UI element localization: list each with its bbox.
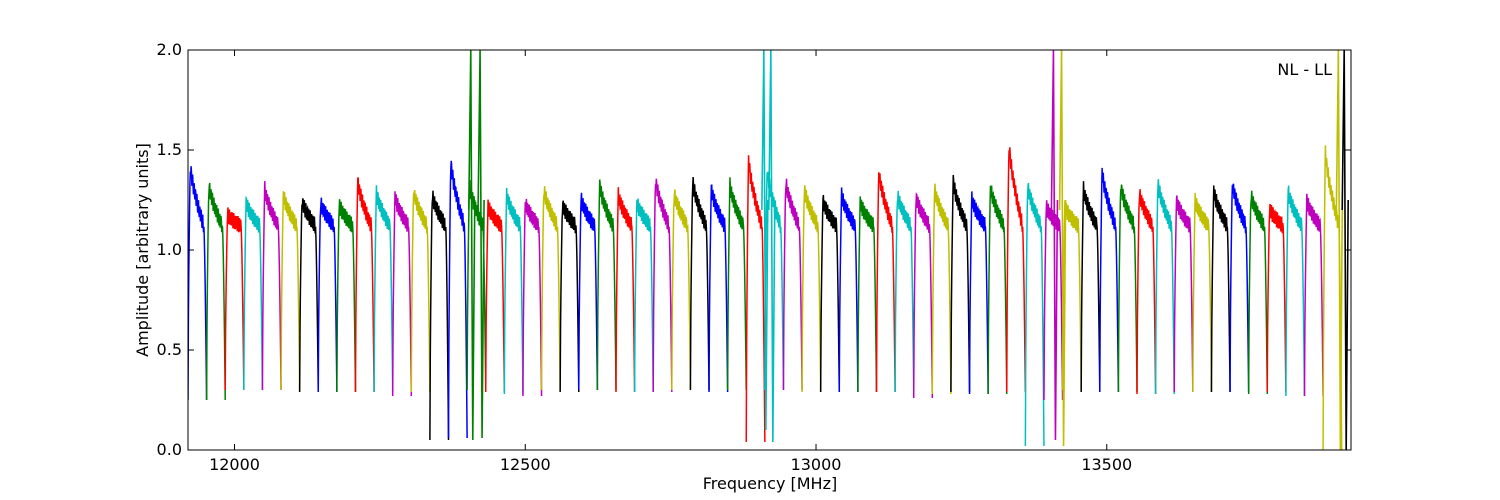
channel-trace — [671, 189, 692, 391]
channel-trace — [689, 176, 710, 391]
channel-trace — [410, 189, 431, 393]
channel-trace — [559, 200, 580, 393]
channel-trace — [298, 198, 320, 393]
rfi-spike — [768, 50, 776, 443]
rfi-spike — [761, 50, 769, 431]
channel-trace — [633, 198, 654, 393]
channel-trace — [1006, 147, 1027, 393]
rfi-spike — [1058, 50, 1067, 447]
channel-trace — [708, 184, 729, 393]
channel-trace — [652, 178, 673, 393]
channel-trace — [447, 160, 468, 439]
channel-trace — [1024, 182, 1045, 447]
channel-trace — [224, 207, 245, 391]
chart-annotation: NL - LL — [1277, 60, 1332, 79]
channel-trace — [968, 191, 989, 395]
y-axis-ticks: 0.0 0.5 1.0 1.5 2.0 — [157, 40, 1351, 459]
channel-trace — [503, 187, 524, 395]
channel-trace — [782, 178, 803, 391]
channel-trace — [336, 199, 357, 393]
y-axis-label: Amplitude [arbitrary units] — [133, 143, 152, 357]
rfi-spike — [1050, 50, 1059, 441]
channel-trace — [987, 185, 1008, 395]
channel-trace — [857, 196, 878, 393]
rfi-spike — [467, 50, 476, 441]
channel-trace — [261, 181, 282, 391]
y-tick-label: 2.0 — [157, 40, 182, 59]
channel-trace — [205, 182, 226, 401]
channel-trace — [726, 177, 747, 391]
channel-trace — [1285, 185, 1306, 397]
channel-trace — [745, 155, 766, 443]
x-tick-label: 12500 — [500, 455, 551, 474]
channel-trace — [317, 197, 338, 393]
channel-trace — [1136, 189, 1157, 395]
channel-trace — [1247, 190, 1269, 395]
rfi-spike — [1335, 50, 1344, 450]
x-axis-ticks: 12000 12500 13000 13500 — [209, 50, 1132, 474]
channel-trace — [819, 194, 841, 393]
channel-trace — [391, 191, 413, 397]
channel-trace — [429, 190, 450, 441]
channel-trace — [243, 195, 264, 391]
channel-trace — [950, 174, 971, 393]
y-tick-label: 0.0 — [157, 440, 182, 459]
channel-trace — [1266, 203, 1287, 393]
channel-trace — [875, 172, 896, 393]
channel-trace — [912, 192, 934, 399]
channel-trace — [280, 191, 301, 391]
channel-trace — [373, 185, 394, 393]
channel-trace — [931, 183, 952, 395]
channel-trace — [1303, 193, 1324, 397]
channel-trace — [838, 187, 859, 393]
x-tick-label: 13500 — [1081, 455, 1132, 474]
channel-trace — [1099, 167, 1120, 393]
y-tick-label: 1.0 — [157, 240, 182, 259]
channel-trace — [1192, 192, 1213, 393]
channel-traces — [188, 50, 1349, 450]
channel-trace — [354, 177, 375, 393]
channel-trace — [596, 179, 617, 391]
x-axis-label: Frequency [MHz] — [703, 474, 837, 493]
y-tick-label: 1.5 — [157, 140, 182, 159]
channel-trace — [1080, 181, 1101, 393]
channel-trace — [894, 190, 915, 393]
y-tick-label: 0.5 — [157, 340, 182, 359]
channel-trace — [484, 199, 506, 393]
channel-trace — [615, 187, 636, 393]
x-tick-label: 12000 — [209, 455, 260, 474]
channel-trace — [1117, 184, 1138, 393]
channel-trace — [1173, 195, 1194, 393]
channel-trace — [1229, 183, 1250, 393]
channel-trace — [188, 166, 208, 401]
channel-trace — [801, 185, 822, 393]
rfi-spike — [477, 50, 485, 439]
channel-trace — [1210, 185, 1231, 393]
x-tick-label: 13000 — [791, 455, 842, 474]
channel-trace — [522, 198, 543, 397]
channel-trace — [540, 186, 561, 391]
channel-trace — [1043, 200, 1064, 401]
channel-trace — [466, 180, 487, 391]
channel-trace — [1154, 179, 1175, 395]
channel-trace — [578, 192, 599, 391]
